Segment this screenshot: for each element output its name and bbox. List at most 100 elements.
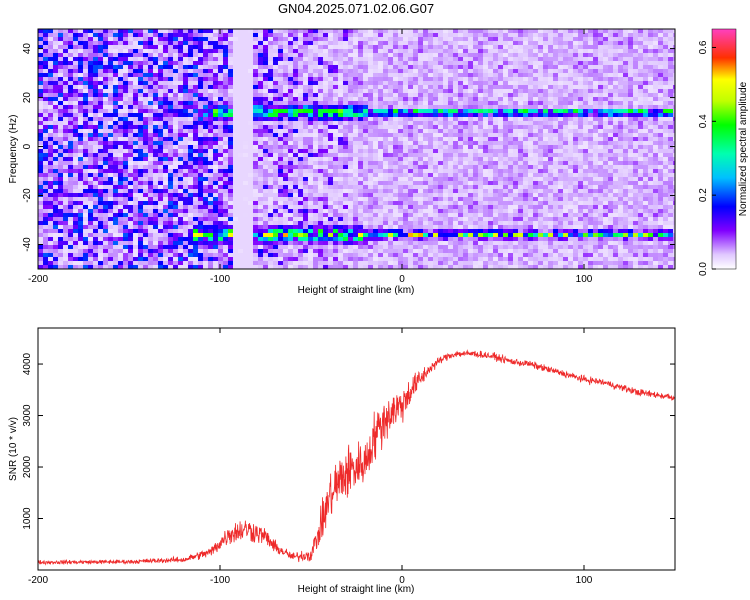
heatmap-cell bbox=[268, 233, 274, 238]
heatmap-cell bbox=[273, 237, 279, 242]
heatmap-cell bbox=[373, 245, 379, 250]
heatmap-cell bbox=[353, 113, 359, 118]
heatmap-cell bbox=[178, 53, 184, 58]
heatmap-cell bbox=[38, 253, 44, 258]
heatmap-cell bbox=[338, 97, 344, 102]
heatmap-cell bbox=[108, 117, 114, 122]
heatmap-cell bbox=[263, 157, 269, 162]
heatmap-cell bbox=[393, 185, 399, 190]
heatmap-cell bbox=[333, 105, 339, 110]
heatmap-cell bbox=[273, 121, 279, 126]
heatmap-cell bbox=[303, 253, 309, 258]
heatmap-cell bbox=[388, 33, 394, 38]
heatmap-cell bbox=[98, 157, 104, 162]
heatmap-cell bbox=[218, 225, 224, 230]
heatmap-cell bbox=[128, 141, 134, 146]
heatmap-cell bbox=[113, 197, 119, 202]
heatmap-cell bbox=[298, 105, 304, 110]
heatmap-cell bbox=[448, 97, 454, 102]
heatmap-cell bbox=[128, 229, 134, 234]
heatmap-cell bbox=[38, 245, 44, 250]
heatmap-cell bbox=[188, 189, 194, 194]
heatmap-cell bbox=[368, 189, 374, 194]
heatmap-cell bbox=[438, 65, 444, 70]
heatmap-cell bbox=[253, 161, 259, 166]
heatmap-cell bbox=[133, 69, 139, 74]
heatmap-cell bbox=[358, 69, 364, 74]
heatmap-cell bbox=[168, 29, 174, 34]
heatmap-cell bbox=[283, 233, 289, 238]
heatmap-cell bbox=[433, 117, 439, 122]
heatmap-cell bbox=[423, 189, 429, 194]
heatmap-cell bbox=[243, 37, 249, 42]
heatmap-cell bbox=[278, 117, 284, 122]
heatmap-cell bbox=[373, 173, 379, 178]
heatmap-cell bbox=[418, 153, 424, 158]
heatmap-cell bbox=[203, 65, 209, 70]
heatmap-cell bbox=[188, 217, 194, 222]
heatmap-cell bbox=[398, 97, 404, 102]
heatmap-cell bbox=[303, 37, 309, 42]
heatmap-cell bbox=[438, 217, 444, 222]
heatmap-cell bbox=[368, 209, 374, 214]
heatmap-cell bbox=[43, 213, 49, 218]
heatmap-cell bbox=[218, 241, 224, 246]
heatmap-cell bbox=[218, 93, 224, 98]
heatmap-cell bbox=[208, 249, 214, 254]
heatmap-cell bbox=[433, 177, 439, 182]
heatmap-cell bbox=[308, 181, 314, 186]
heatmap-cell bbox=[183, 185, 189, 190]
heatmap-cell bbox=[203, 185, 209, 190]
heatmap-cell bbox=[88, 153, 94, 158]
heatmap-cell bbox=[128, 85, 134, 90]
heatmap-cell bbox=[63, 169, 69, 174]
heatmap-cell bbox=[308, 53, 314, 58]
heatmap-cell bbox=[448, 153, 454, 158]
heatmap-cell bbox=[413, 201, 419, 206]
heatmap-cell bbox=[63, 49, 69, 54]
heatmap-cell bbox=[223, 37, 229, 42]
heatmap-cell bbox=[138, 129, 144, 134]
heatmap-cell bbox=[133, 105, 139, 110]
heatmap-cell bbox=[393, 37, 399, 42]
heatmap-cell bbox=[453, 65, 459, 70]
heatmap-cell bbox=[253, 181, 259, 186]
heatmap-cell bbox=[288, 181, 294, 186]
heatmap-cell bbox=[198, 165, 204, 170]
heatmap-cell bbox=[388, 29, 394, 34]
heatmap-cell bbox=[383, 45, 389, 50]
heatmap-cell bbox=[388, 125, 394, 130]
heatmap-cell bbox=[93, 169, 99, 174]
heatmap-cell bbox=[268, 185, 274, 190]
heatmap-cell bbox=[248, 149, 254, 154]
heatmap-cell bbox=[258, 153, 264, 158]
heatmap-cell bbox=[288, 57, 294, 62]
heatmap-cell bbox=[333, 193, 339, 198]
heatmap-cell bbox=[148, 217, 154, 222]
heatmap-cell bbox=[238, 137, 244, 142]
heatmap-cell bbox=[243, 85, 249, 90]
heatmap-cell bbox=[273, 241, 279, 246]
heatmap-cell bbox=[123, 261, 129, 266]
heatmap-cell bbox=[158, 193, 164, 198]
heatmap-cell bbox=[63, 173, 69, 178]
heatmap-cell bbox=[308, 173, 314, 178]
heatmap-cell bbox=[443, 181, 449, 186]
heatmap-cell bbox=[378, 201, 384, 206]
heatmap-cell bbox=[138, 69, 144, 74]
heatmap-cell bbox=[273, 173, 279, 178]
heatmap-cell bbox=[253, 137, 259, 142]
heatmap-cell bbox=[448, 185, 454, 190]
heatmap-cell bbox=[338, 117, 344, 122]
heatmap-cell bbox=[353, 205, 359, 210]
heatmap-cell bbox=[93, 213, 99, 218]
heatmap-cell bbox=[58, 85, 64, 90]
heatmap-cell bbox=[158, 217, 164, 222]
heatmap-cell bbox=[138, 205, 144, 210]
heatmap-cell bbox=[328, 189, 334, 194]
heatmap-cell bbox=[333, 133, 339, 138]
heatmap-cell bbox=[138, 85, 144, 90]
heatmap-cell bbox=[118, 201, 124, 206]
heatmap-cell bbox=[438, 125, 444, 130]
heatmap-cell bbox=[193, 33, 199, 38]
